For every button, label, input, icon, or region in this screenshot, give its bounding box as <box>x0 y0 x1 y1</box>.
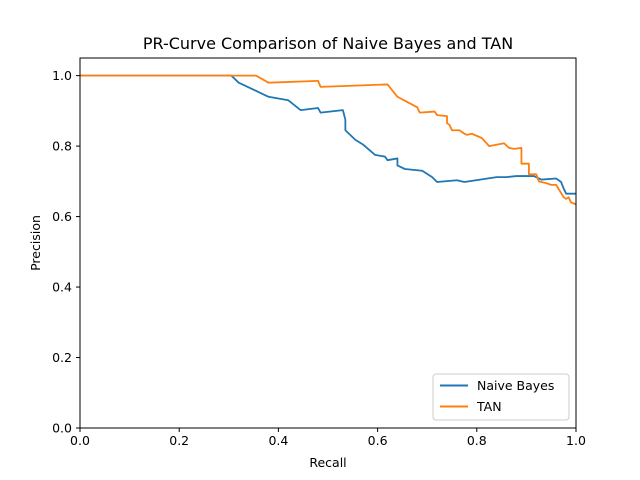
x-tick-label: 0.6 <box>368 433 388 448</box>
chart-title: PR-Curve Comparison of Naive Bayes and T… <box>143 34 513 53</box>
legend-label-naive-bayes: Naive Bayes <box>477 378 554 393</box>
y-tick-label: 0.8 <box>52 139 72 154</box>
y-axis-ticks: 0.0 0.2 0.4 0.6 0.8 1.0 <box>52 68 80 436</box>
y-tick-label: 0.4 <box>52 280 72 295</box>
x-tick-label: 0.0 <box>70 433 90 448</box>
y-axis-label: Precision <box>28 215 43 271</box>
y-tick-label: 1.0 <box>52 68 72 83</box>
legend-label-tan: TAN <box>476 399 502 414</box>
x-tick-label: 0.2 <box>169 433 189 448</box>
y-tick-label: 0.6 <box>52 209 72 224</box>
plot-background <box>80 58 576 428</box>
x-axis-label: Recall <box>309 455 346 470</box>
plot-area <box>79 57 577 429</box>
plot-frame <box>79 57 577 429</box>
x-tick-label: 0.4 <box>268 433 288 448</box>
y-tick-label: 0.2 <box>52 350 72 365</box>
legend: Naive Bayes TAN <box>432 373 570 421</box>
x-axis-ticks: 0.0 0.2 0.4 0.6 0.8 1.0 <box>70 428 586 448</box>
y-tick-label: 0.0 <box>52 421 72 436</box>
series-layer <box>80 74 577 206</box>
x-tick-label: 0.8 <box>467 433 487 448</box>
series-line-tan <box>80 74 577 206</box>
x-tick-label: 1.0 <box>566 433 586 448</box>
